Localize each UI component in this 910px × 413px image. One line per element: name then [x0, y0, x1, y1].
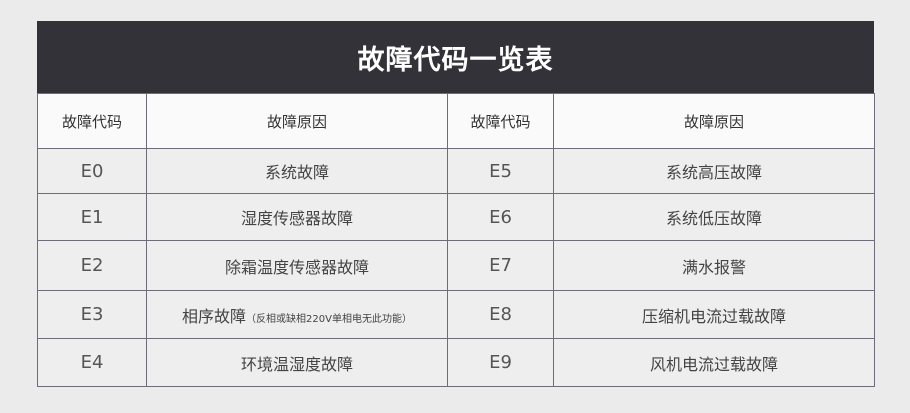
- reason-note: （反相或缺相220V单相电无此功能）: [246, 313, 412, 325]
- reason-text: 除霜温度传感器故障: [224, 257, 369, 277]
- reason-cell: 除霜温度传感器故障: [146, 240, 448, 291]
- reason-text: 环境温湿度故障: [240, 354, 353, 374]
- table-title: 故障代码一览表: [37, 21, 874, 93]
- table-row: E4 环境温湿度故障 E9 风机电流过载故障: [37, 338, 875, 387]
- reason-text: 系统故障: [264, 163, 329, 182]
- table-row: E0 系统故障 E5 系统高压故障: [37, 148, 875, 194]
- header-cell: 故障代码: [447, 93, 554, 149]
- header-cell: 故障原因: [553, 93, 875, 149]
- code-cell: E5: [447, 148, 554, 194]
- reason-cell: 压缩机电流过载故障: [553, 290, 875, 339]
- code-cell: E7: [447, 240, 554, 291]
- fault-code-table: 故障代码一览表 故障代码 故障原因 故障代码 故障原因 E0 系统故障 E5 系…: [37, 21, 875, 387]
- table-row: E3 相序故障（反相或缺相220V单相电无此功能） E8 压缩机电流过载故障: [37, 290, 875, 339]
- code-cell: E0: [37, 148, 147, 194]
- header-cell: 故障原因: [146, 93, 448, 149]
- code-cell: E4: [37, 338, 147, 387]
- code-cell: E3: [37, 290, 147, 339]
- table-row: E2 除霜温度传感器故障 E7 满水报警: [37, 240, 875, 291]
- reason-cell: 相序故障（反相或缺相220V单相电无此功能）: [146, 290, 448, 339]
- reason-text: 相序故障: [182, 306, 247, 326]
- code-cell: E2: [37, 240, 147, 291]
- code-cell: E6: [447, 193, 554, 241]
- reason-cell: 湿度传感器故障: [146, 193, 448, 241]
- code-cell: E8: [447, 290, 554, 339]
- header-row: 故障代码 故障原因 故障代码 故障原因: [37, 93, 875, 149]
- code-cell: E9: [447, 338, 554, 387]
- reason-cell: 系统低压故障: [553, 193, 875, 241]
- reason-cell: 环境温湿度故障: [146, 338, 448, 387]
- reason-text: 湿度传感器故障: [240, 209, 353, 228]
- reason-cell: 系统高压故障: [553, 148, 875, 194]
- reason-cell: 风机电流过载故障: [553, 338, 875, 387]
- table-row: E1 湿度传感器故障 E6 系统低压故障: [37, 193, 875, 241]
- reason-cell: 满水报警: [553, 240, 875, 291]
- reason-cell: 系统故障: [146, 148, 448, 194]
- code-cell: E1: [37, 193, 147, 241]
- header-cell: 故障代码: [37, 93, 147, 149]
